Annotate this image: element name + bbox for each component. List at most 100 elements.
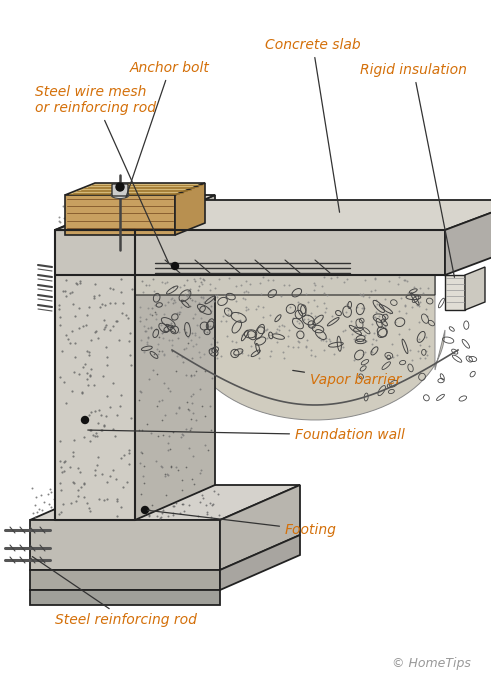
Point (351, 333, 358, 344)
Point (194, 214, 202, 225)
Point (127, 491, 135, 503)
Point (120, 208, 128, 219)
Point (190, 451, 197, 462)
Point (359, 290, 367, 302)
Point (271, 208, 278, 219)
Point (300, 221, 307, 232)
Point (70, 256, 78, 267)
Point (355, 205, 362, 216)
Point (197, 465, 205, 476)
Point (366, 214, 374, 225)
Point (320, 344, 328, 355)
Point (48, 486, 55, 498)
Point (211, 206, 218, 217)
Point (160, 348, 167, 359)
Point (97, 410, 105, 421)
Point (260, 209, 268, 220)
Point (164, 276, 171, 288)
Point (194, 486, 202, 497)
Point (263, 201, 271, 212)
Point (354, 334, 361, 345)
Point (430, 209, 437, 220)
Point (419, 211, 427, 223)
Point (47, 484, 55, 495)
Point (371, 272, 379, 284)
Point (145, 510, 153, 521)
Point (89, 487, 97, 498)
Point (93, 489, 101, 500)
Point (400, 274, 408, 285)
Polygon shape (220, 485, 300, 570)
Point (175, 307, 183, 318)
Point (58, 466, 66, 477)
Point (105, 486, 112, 497)
Point (71, 351, 79, 362)
Point (394, 218, 402, 229)
Point (54, 498, 62, 510)
Point (279, 346, 287, 357)
Point (211, 220, 218, 231)
Point (350, 354, 358, 365)
Point (285, 324, 293, 335)
Point (225, 220, 233, 232)
Point (178, 428, 186, 440)
Point (337, 218, 345, 229)
Point (164, 511, 172, 522)
Point (143, 337, 151, 348)
Point (94, 501, 102, 512)
Point (289, 341, 297, 352)
Point (397, 293, 405, 304)
Point (74, 484, 82, 495)
Point (102, 342, 109, 353)
Point (64, 333, 72, 344)
Point (106, 401, 114, 412)
Point (354, 205, 362, 216)
Point (250, 213, 258, 224)
Point (155, 345, 163, 356)
Point (380, 209, 387, 220)
Point (81, 358, 89, 370)
Point (185, 288, 192, 299)
Point (214, 209, 222, 220)
Point (100, 420, 108, 431)
Point (369, 334, 377, 345)
Point (193, 482, 201, 493)
Point (94, 332, 102, 344)
Point (197, 312, 205, 323)
Point (99, 370, 107, 382)
Point (164, 444, 171, 456)
Point (90, 293, 98, 304)
Point (415, 216, 423, 227)
Point (61, 202, 69, 214)
Point (182, 328, 190, 339)
Point (113, 410, 121, 421)
Point (61, 456, 69, 467)
Point (322, 302, 329, 314)
Point (107, 482, 114, 493)
Point (228, 335, 236, 346)
Point (191, 330, 199, 341)
Point (290, 213, 298, 224)
Point (424, 282, 432, 293)
Point (154, 489, 162, 500)
Point (80, 477, 87, 489)
Point (284, 340, 292, 351)
Point (201, 218, 209, 229)
Point (222, 315, 230, 326)
Point (186, 212, 193, 223)
Polygon shape (65, 183, 205, 195)
Point (153, 487, 161, 498)
Point (138, 448, 146, 459)
Point (127, 413, 135, 424)
Point (218, 198, 226, 209)
Point (421, 204, 429, 215)
Point (273, 336, 281, 347)
Point (204, 444, 212, 456)
Point (218, 310, 226, 321)
Point (208, 372, 216, 384)
Point (72, 496, 80, 507)
Point (408, 302, 416, 313)
Point (158, 461, 166, 472)
Point (208, 344, 216, 355)
Point (208, 218, 216, 230)
